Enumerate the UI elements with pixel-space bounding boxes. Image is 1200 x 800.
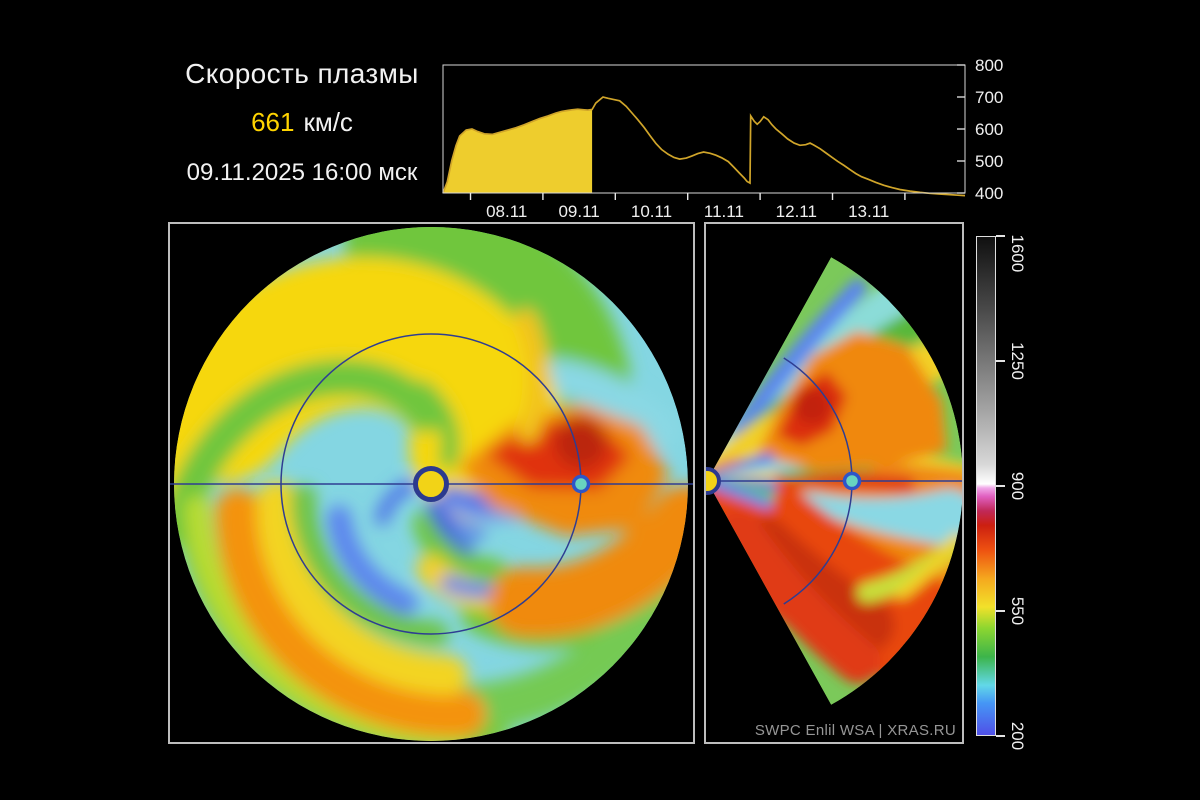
spiral-arm xyxy=(488,484,688,638)
spiral-arm xyxy=(432,497,486,539)
spiral-arm xyxy=(895,532,962,600)
plasma-speed-title: Скорость плазмы xyxy=(185,58,419,89)
speed-colorbar: 200 550 900 1250 1600 xyxy=(976,234,1027,750)
spiral-arm xyxy=(214,488,487,737)
colorbar-tick-label: 1600 xyxy=(1008,234,1027,273)
speed-timeseries-chart: 08.11 09.11 10.11 11.11 12.11 13.11 400 500 600 7… xyxy=(442,56,1003,221)
spiral-arm xyxy=(426,497,475,555)
chart-fill-area xyxy=(443,109,593,193)
earth-marker xyxy=(571,474,591,494)
spiral-arm xyxy=(426,548,688,733)
spiral-arm xyxy=(515,308,550,444)
spiral-arm xyxy=(730,278,867,440)
colorbar-gradient xyxy=(976,236,996,736)
spiral-arm xyxy=(374,478,419,526)
meridional-plane-panel: SWPC Enlil WSA | XRAS.RU xyxy=(704,222,964,744)
meridional-plane-map xyxy=(706,257,962,705)
colorbar-tick-label: 900 xyxy=(1008,471,1027,501)
earth-marker xyxy=(842,471,862,491)
colorbar-tick-label: 550 xyxy=(1008,596,1027,626)
spiral-arm xyxy=(256,480,468,696)
spiral-arm xyxy=(446,499,526,522)
spiral-arm xyxy=(412,508,510,590)
spiral-arm xyxy=(413,380,460,469)
spiral-arm xyxy=(174,359,443,547)
timestamp: 09.11.2025 16:00 мск xyxy=(186,159,418,186)
x-axis-tick-label: 08.11 xyxy=(486,202,527,221)
spiral-arm xyxy=(709,478,773,510)
colorbar-tick-label: 1250 xyxy=(1008,342,1027,380)
colorbar-tick xyxy=(996,235,1005,237)
colorbar-tick xyxy=(996,610,1005,612)
spiral-arm xyxy=(326,505,418,616)
x-axis-tick-label: 13.11 xyxy=(848,202,889,221)
plasma-speed-value: 661 xyxy=(251,107,295,137)
spiral-arm xyxy=(538,358,679,451)
y-axis-tick-label: 800 xyxy=(975,56,1003,75)
spiral-arm xyxy=(754,470,915,493)
y-axis-tick-label: 400 xyxy=(975,184,1003,203)
chart-line xyxy=(442,96,966,197)
ecliptic-plane-map xyxy=(170,227,693,741)
sun-marker xyxy=(413,466,449,502)
x-axis-tick-label: 11.11 xyxy=(704,202,744,221)
sun-marker xyxy=(706,467,721,495)
x-axis-tick-label: 09.11 xyxy=(558,202,599,221)
plasma-speed-unit: км/с xyxy=(303,107,353,137)
y-axis-tick-label: 600 xyxy=(975,120,1003,139)
spiral-arm xyxy=(716,509,881,684)
cme-blob xyxy=(794,388,830,424)
y-axis-tick-label: 500 xyxy=(975,152,1003,171)
x-axis-tick-label: 10.11 xyxy=(631,202,672,221)
colorbar-tick xyxy=(996,485,1005,487)
ecliptic-plane-panel xyxy=(168,222,695,744)
cme-blob xyxy=(555,416,607,468)
plasma-speed-block: Скорость плазмы 661 км/с 09.11.2025 16:00… xyxy=(130,58,474,187)
attribution: SWPC Enlil WSA | XRAS.RU xyxy=(754,722,956,739)
colorbar-tick xyxy=(996,360,1005,362)
spiral-arm xyxy=(290,484,450,647)
spiral-arm xyxy=(174,257,562,522)
colorbar-tick-label: 200 xyxy=(1008,721,1027,751)
x-axis-tick-label: 12.11 xyxy=(776,202,817,221)
colorbar-tick xyxy=(996,735,1005,737)
spiral-arm xyxy=(174,331,263,528)
y-axis-tick-label: 700 xyxy=(975,88,1003,107)
plasma-speed-reading: 661 км/с xyxy=(130,107,474,138)
